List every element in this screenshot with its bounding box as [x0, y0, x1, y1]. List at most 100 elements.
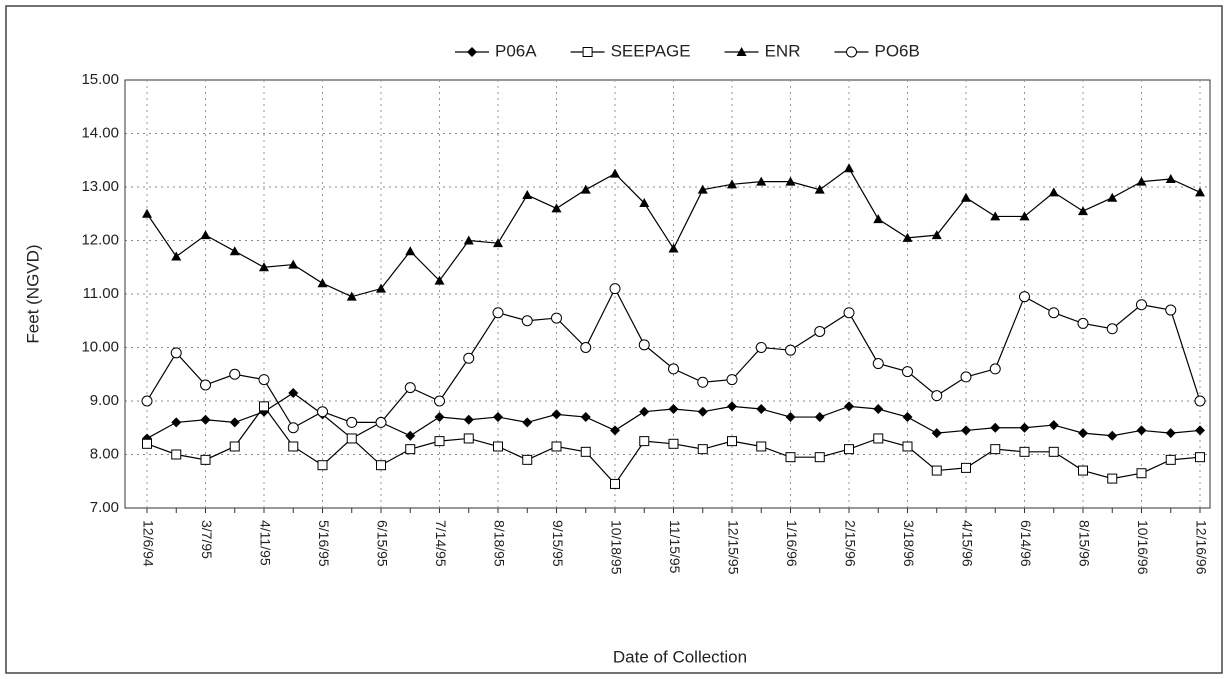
x-tick-label: 6/14/96	[1018, 520, 1034, 567]
x-tick-label: 8/18/95	[491, 520, 507, 567]
marker	[785, 176, 796, 186]
marker	[551, 312, 562, 324]
marker	[1136, 176, 1147, 186]
marker	[697, 406, 708, 417]
marker	[1106, 323, 1118, 335]
marker	[467, 47, 477, 57]
marker	[736, 47, 747, 56]
y-tick-label: 10.00	[81, 338, 119, 355]
marker	[931, 230, 942, 240]
marker	[785, 344, 796, 356]
marker	[846, 46, 857, 58]
marker	[405, 444, 416, 455]
marker	[404, 382, 416, 394]
marker	[200, 414, 211, 425]
marker	[931, 428, 942, 439]
marker	[1019, 422, 1030, 433]
marker	[902, 441, 913, 452]
marker	[960, 371, 972, 383]
marker	[346, 291, 357, 301]
x-tick-label: 9/15/95	[550, 520, 566, 567]
marker	[931, 390, 943, 402]
marker	[434, 436, 445, 447]
marker	[990, 422, 1001, 433]
marker	[1165, 173, 1176, 183]
plot-area	[124, 79, 1211, 509]
marker	[902, 366, 913, 378]
marker	[522, 454, 533, 465]
marker	[171, 251, 182, 261]
marker	[346, 433, 357, 444]
marker	[1048, 307, 1060, 319]
marker	[1136, 425, 1147, 436]
series-line	[146, 167, 1201, 298]
marker	[200, 454, 211, 465]
marker	[990, 444, 1001, 455]
marker	[142, 208, 152, 218]
marker	[375, 416, 387, 428]
marker	[317, 460, 328, 471]
marker	[872, 358, 884, 370]
marker	[756, 441, 767, 452]
legend-label: PO6B	[875, 41, 920, 60]
marker	[610, 478, 620, 489]
marker	[551, 441, 562, 452]
marker	[814, 412, 825, 423]
x-tick-label: 12/6/94	[140, 520, 156, 567]
marker	[1107, 473, 1118, 484]
marker	[288, 259, 299, 269]
marker	[405, 246, 416, 256]
marker	[580, 342, 592, 353]
marker	[727, 179, 737, 189]
marker	[726, 374, 738, 386]
y-tick-label: 11.00	[83, 285, 119, 302]
marker	[755, 342, 767, 353]
marker	[638, 339, 650, 351]
x-tick-label: 1/16/96	[784, 520, 800, 567]
x-tick-label: 11/15/95	[667, 520, 683, 574]
marker	[1048, 420, 1059, 431]
marker	[492, 307, 504, 319]
marker	[463, 433, 474, 444]
marker	[1078, 428, 1088, 439]
marker	[376, 283, 386, 293]
marker	[1019, 291, 1030, 303]
marker	[463, 414, 474, 425]
marker	[668, 363, 679, 375]
marker	[1195, 452, 1205, 463]
x-tick-label: 4/11/95	[257, 520, 273, 566]
marker	[814, 452, 825, 463]
marker	[1195, 425, 1205, 436]
x-tick-label: 4/15/96	[959, 520, 975, 567]
x-tick-label: 10/16/96	[1135, 520, 1151, 575]
marker	[668, 243, 679, 253]
marker	[142, 438, 152, 449]
marker	[727, 436, 737, 447]
marker	[463, 235, 474, 245]
marker	[229, 246, 240, 256]
marker	[376, 460, 386, 471]
marker	[873, 433, 884, 444]
x-tick-label: 5/16/95	[316, 520, 332, 567]
marker	[610, 168, 620, 178]
marker	[229, 417, 240, 428]
marker	[288, 387, 299, 398]
y-tick-label: 12.00	[81, 231, 119, 248]
marker	[522, 190, 533, 200]
marker	[346, 416, 358, 428]
marker	[287, 422, 299, 434]
marker	[405, 430, 416, 441]
y-tick-label: 7.00	[90, 499, 119, 516]
marker	[668, 404, 679, 415]
marker	[580, 446, 591, 457]
marker	[1195, 187, 1205, 197]
marker	[902, 232, 913, 242]
marker	[844, 444, 854, 455]
marker	[785, 452, 796, 463]
marker	[171, 417, 182, 428]
marker	[697, 444, 708, 455]
marker	[170, 347, 182, 359]
marker	[1078, 465, 1088, 476]
marker	[1165, 428, 1176, 439]
marker	[1136, 468, 1147, 479]
